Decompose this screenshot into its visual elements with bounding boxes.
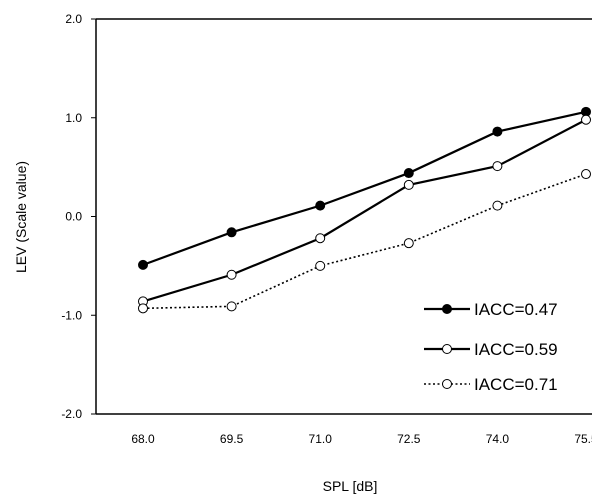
y-tick-label: 0.0 bbox=[65, 210, 82, 224]
y-tick-label: -1.0 bbox=[61, 308, 82, 322]
x-tick-label: 68.0 bbox=[131, 432, 155, 446]
legend-entry: IACC=0.71 bbox=[424, 375, 558, 394]
data-point bbox=[315, 260, 326, 271]
x-tick-label: 69.5 bbox=[220, 432, 244, 446]
x-tick-label: 72.5 bbox=[397, 432, 421, 446]
series-line bbox=[142, 118, 587, 303]
series-layer bbox=[138, 106, 591, 314]
y-tick-label: -2.0 bbox=[61, 407, 82, 421]
axes: 2.0 1.0 0.0 -1.0 -2.0 68.0 69.5 71.0 72.5 74.0 75.… bbox=[61, 12, 592, 446]
data-point bbox=[581, 114, 591, 125]
series-line bbox=[142, 110, 587, 266]
legend-entry: IACC=0.59 bbox=[424, 340, 558, 359]
data-point bbox=[226, 227, 237, 238]
y-axis-title: LEV (Scale value) bbox=[13, 161, 29, 273]
legend-marker bbox=[442, 304, 452, 314]
data-point bbox=[138, 259, 148, 270]
x-tick-label: 75.5 bbox=[574, 432, 592, 446]
y-tick-label: 2.0 bbox=[65, 12, 82, 26]
x-tick-label: 71.0 bbox=[309, 432, 333, 446]
data-point bbox=[138, 303, 148, 314]
data-point bbox=[581, 169, 591, 180]
data-point bbox=[492, 126, 503, 137]
legend-entry: IACC=0.47 bbox=[424, 300, 558, 319]
legend-marker bbox=[442, 344, 452, 354]
series-2 bbox=[138, 169, 591, 314]
series-0 bbox=[138, 106, 591, 270]
data-point bbox=[226, 301, 237, 312]
y-tick-label: 1.0 bbox=[65, 111, 82, 125]
legend: IACC=0.47 IACC=0.59 IACC=0.71 bbox=[424, 300, 558, 394]
data-point bbox=[315, 200, 326, 211]
data-point bbox=[492, 161, 503, 172]
series-line bbox=[142, 173, 587, 310]
legend-label: IACC=0.71 bbox=[474, 375, 558, 394]
data-point bbox=[403, 179, 414, 190]
legend-label: IACC=0.59 bbox=[474, 340, 558, 359]
series-1 bbox=[138, 114, 591, 307]
x-axis-title: SPL [dB] bbox=[323, 478, 378, 494]
data-point bbox=[403, 168, 414, 179]
x-tick-label: 74.0 bbox=[486, 432, 510, 446]
legend-label: IACC=0.47 bbox=[474, 300, 558, 319]
data-point bbox=[403, 238, 414, 249]
data-point bbox=[492, 200, 503, 211]
data-point bbox=[315, 233, 326, 244]
legend-marker bbox=[442, 379, 452, 389]
data-point bbox=[226, 269, 237, 280]
